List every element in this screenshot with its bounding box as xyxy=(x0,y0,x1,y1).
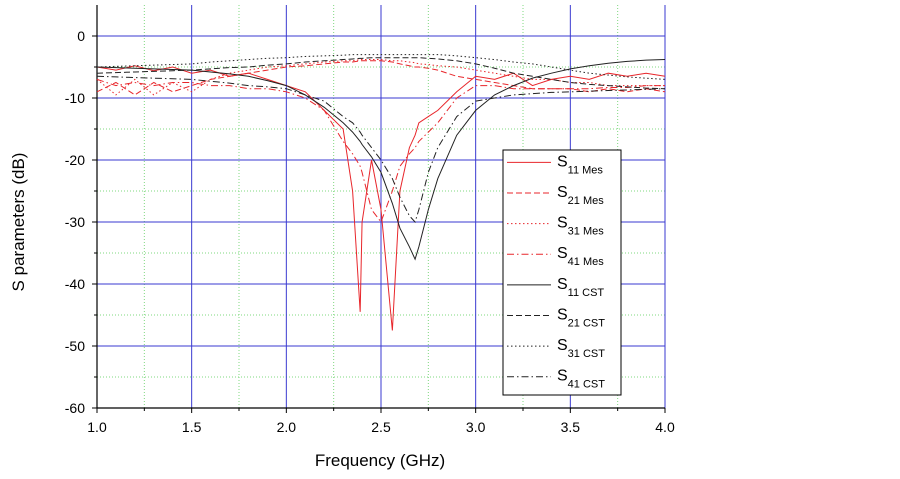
x-axis-label: Frequency (GHz) xyxy=(315,451,445,470)
series-line xyxy=(96,59,665,96)
legend-label: S21 CST xyxy=(557,306,605,329)
x-tick-label: 3.5 xyxy=(561,419,581,435)
series-line xyxy=(96,59,666,261)
series-line xyxy=(96,75,666,223)
legend-label: S11 Mes xyxy=(557,153,603,176)
x-tick-label: 4.0 xyxy=(655,419,675,435)
legend-box xyxy=(502,149,622,396)
series-line xyxy=(96,54,666,80)
x-tick-label: 2.5 xyxy=(371,419,391,435)
y-tick-label: -30 xyxy=(65,214,85,230)
y-tick-label: -20 xyxy=(65,152,85,168)
x-tick-label: 2.0 xyxy=(277,419,297,435)
y-tick-label: -40 xyxy=(65,276,85,292)
y-tick-label: -10 xyxy=(65,90,85,106)
y-axis-label: S parameters (dB) xyxy=(9,153,28,292)
y-tick-label: -50 xyxy=(65,338,85,354)
x-tick-label: 1.5 xyxy=(182,419,202,435)
y-tick-label: -60 xyxy=(65,400,85,416)
series-line xyxy=(96,78,665,224)
y-tick-label: 0 xyxy=(77,28,85,44)
series-line xyxy=(96,65,666,331)
x-tick-label: 3.0 xyxy=(466,419,486,435)
legend-label: S31 CST xyxy=(557,337,605,360)
x-tick-label: 1.0 xyxy=(87,419,107,435)
legend-label: S11 CST xyxy=(557,276,604,299)
series-line xyxy=(96,57,666,90)
legend-label: S31 Mes xyxy=(557,215,604,238)
legend-label: S21 Mes xyxy=(557,184,604,207)
legend-label: S41 CST xyxy=(557,368,605,391)
legend-label: S41 Mes xyxy=(557,245,604,268)
